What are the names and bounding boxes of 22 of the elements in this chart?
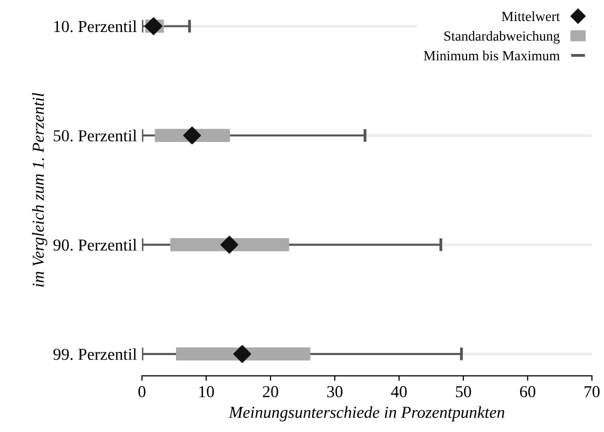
point — [220, 236, 238, 254]
legend-label: Minimum bis Maximum — [424, 50, 560, 60]
x-tick-label: 40 — [391, 386, 407, 398]
point — [233, 345, 252, 363]
x-tick-label: 0 — [138, 386, 146, 398]
y-axis-title: im Vergleich zum 1. Perzentil — [32, 92, 48, 287]
point — [183, 126, 201, 144]
y-tick-label: 99. Perzentil — [53, 348, 137, 360]
legend-label: Mittelwert — [502, 11, 560, 22]
legend-label: Standardabweichung — [444, 30, 560, 44]
x-axis-title: Meinungsunterschiede in Prozentpunkten — [228, 406, 504, 422]
x-tick-label: 20 — [262, 386, 278, 398]
bar — [176, 347, 310, 361]
y-tick-label: 10. Perzentil — [54, 20, 137, 32]
x-tick-label: 10 — [199, 386, 214, 398]
x-tick-label: 30 — [327, 386, 342, 398]
x-tick-label: 70 — [584, 386, 600, 398]
x-tick-label: 50 — [456, 386, 472, 398]
x-tick-label: 60 — [520, 386, 536, 398]
y-tick-label: 50. Perzentil — [54, 130, 137, 142]
y-tick-label: 90. Perzentil — [53, 238, 137, 251]
bar — [170, 238, 290, 252]
